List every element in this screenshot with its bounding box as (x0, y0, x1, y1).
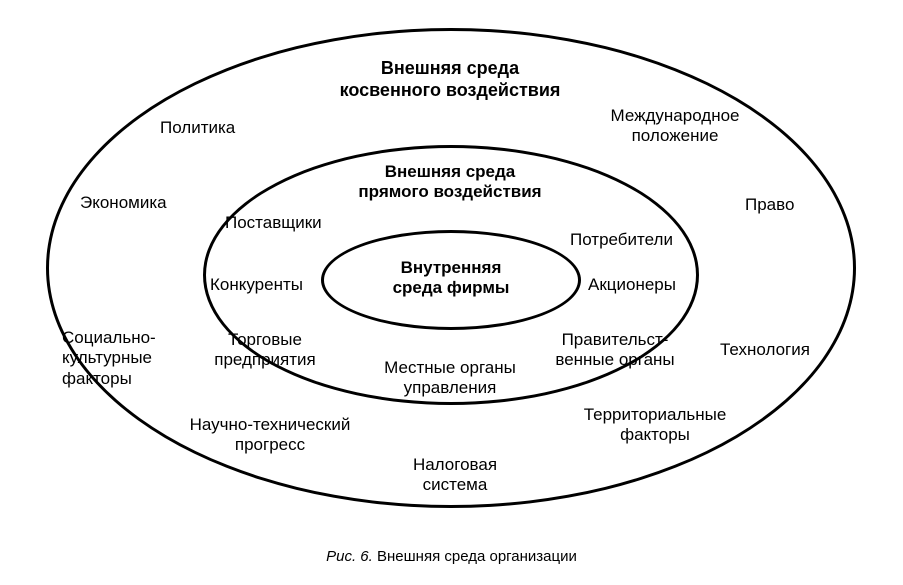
factor-torg-l2: предприятия (214, 350, 316, 369)
factor-tehno: Технология (720, 340, 810, 360)
factor-mezhd-l2: положение (632, 126, 719, 145)
figure-caption: Рис. 6. Внешняя среда организации (0, 548, 903, 565)
factor-potreb: Потребители (570, 230, 673, 250)
title-inner-l2: среда фирмы (393, 278, 510, 297)
title-middle: Внешняя среда прямого воздействия (310, 162, 590, 203)
factor-soc-l3: факторы (62, 369, 132, 388)
factor-territor: Территориальные факторы (555, 405, 755, 446)
factor-torg-l1: Торговые (228, 330, 302, 349)
factor-politika: Политика (160, 118, 235, 138)
factor-mezhd-l1: Международное (610, 106, 739, 125)
title-middle-l2: прямого воздействия (358, 182, 541, 201)
factor-aktsion: Акционеры (588, 275, 676, 295)
factor-prav: Правительст- венные органы (540, 330, 690, 371)
factor-mestn-l1: Местные органы (384, 358, 516, 377)
caption-number: Рис. 6. (326, 548, 373, 565)
factor-soc-l2: культурные (62, 348, 152, 367)
caption-text: Внешняя среда организации (373, 548, 577, 565)
factor-prav-l1: Правительст- (562, 330, 669, 349)
factor-terr-l1: Территориальные (584, 405, 727, 424)
factor-nalog: Налоговая система (385, 455, 525, 496)
factor-terr-l2: факторы (620, 425, 690, 444)
title-outer-l1: Внешняя среда (381, 58, 519, 78)
factor-nalog-l1: Налоговая (413, 455, 497, 474)
factor-sockult: Социально- культурные факторы (62, 328, 192, 389)
diagram-stage: Внешняя среда косвенного воздействия Вне… (0, 0, 903, 585)
factor-ntp-l2: прогресс (235, 435, 305, 454)
factor-mestn: Местные органы управления (355, 358, 545, 399)
factor-ntp-l1: Научно-технический (190, 415, 351, 434)
factor-ntp: Научно-технический прогресс (155, 415, 385, 456)
title-outer-l2: косвенного воздействия (340, 80, 561, 100)
title-inner: Внутренняя среда фирмы (351, 258, 551, 299)
title-outer: Внешняя среда косвенного воздействия (280, 58, 620, 101)
factor-mestn-l2: управления (404, 378, 497, 397)
factor-torg: Торговые предприятия (195, 330, 335, 371)
factor-prav-l2: венные органы (555, 350, 674, 369)
factor-pravo: Право (745, 195, 794, 215)
factor-ekonomika: Экономика (80, 193, 167, 213)
factor-soc-l1: Социально- (62, 328, 156, 347)
factor-konkur: Конкуренты (210, 275, 303, 295)
factor-postav: Поставщики (225, 213, 322, 233)
factor-mezhdunarodnoe: Международное положение (575, 106, 775, 147)
title-inner-l1: Внутренняя (401, 258, 502, 277)
title-middle-l1: Внешняя среда (385, 162, 516, 181)
factor-nalog-l2: система (423, 475, 488, 494)
